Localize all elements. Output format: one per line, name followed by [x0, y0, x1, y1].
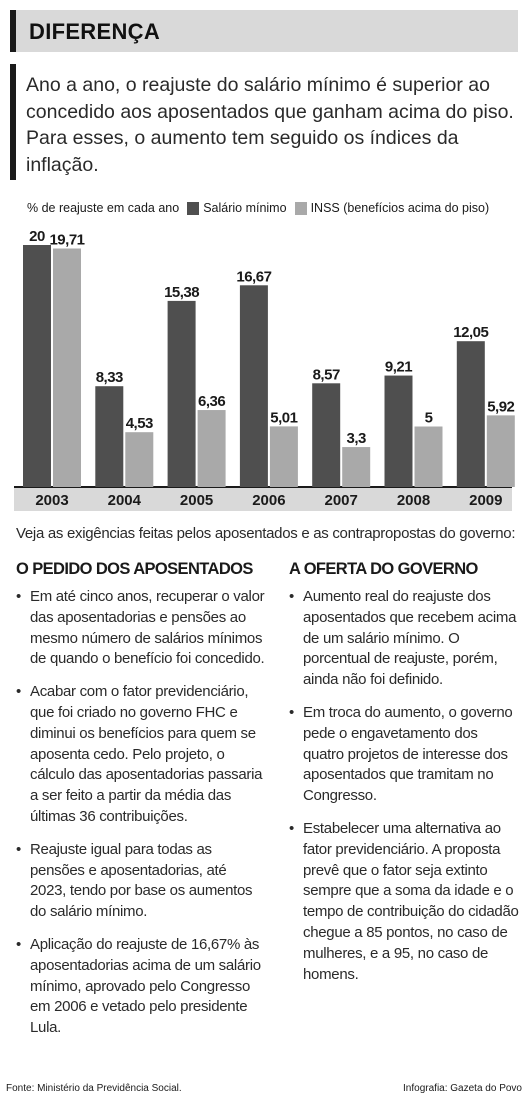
footer-credit: Infografia: Gazeta do Povo — [403, 1083, 522, 1094]
data-label-inss: 5 — [425, 410, 433, 427]
data-label-inss: 5,01 — [270, 409, 297, 426]
left-list-item: • Em até cinco anos, recuperar o valor da… — [16, 587, 266, 670]
right-list-item-text: Estabelecer uma alternativa ao fator pre… — [303, 819, 519, 983]
bar-inss — [125, 432, 154, 487]
legend-item-salario: Salário mínimo — [203, 201, 287, 215]
legend-swatch-inss — [294, 201, 307, 215]
data-label-salario-minimo: 9,21 — [385, 359, 412, 376]
bar-salario-minimo — [384, 375, 413, 487]
chart-legend: % de reajuste em cada ano Salário mínimo… — [27, 201, 489, 215]
right-column: A oferta do governo • Aumento real do rea… — [289, 560, 521, 997]
legend-label: % de reajuste em cada ano — [27, 201, 180, 215]
bar-inss — [486, 415, 515, 487]
x-tick-label: 2006 — [252, 492, 285, 509]
data-label-salario-minimo: 20 — [29, 228, 45, 245]
left-list-item: • Reajuste igual para todas as pensões e … — [16, 840, 266, 923]
bar-salario-minimo — [167, 300, 196, 487]
bar-inss — [342, 447, 371, 487]
x-tick-label: 2003 — [35, 492, 68, 509]
data-label-salario-minimo: 15,38 — [164, 284, 199, 301]
bullet-icon: • — [16, 683, 21, 701]
data-label-salario-minimo: 8,33 — [96, 369, 123, 386]
left-column-heading: O pedido dos aposentados — [16, 560, 253, 578]
x-tick-label: 2008 — [397, 492, 430, 509]
bullet-icon: • — [289, 588, 294, 605]
data-label-salario-minimo: 16,67 — [236, 268, 271, 285]
data-label-inss: 6,36 — [198, 393, 225, 410]
left-column: O pedido dos aposentados • Em até cinco a… — [16, 560, 266, 1051]
bar-salario-minimo — [95, 386, 124, 487]
left-list: • Em até cinco anos, recuperar o valor da… — [16, 587, 266, 1039]
bullet-icon: • — [289, 819, 294, 837]
bullet-icon: • — [16, 935, 21, 953]
bullet-icon: • — [16, 588, 21, 605]
left-list-item-text: Reajuste igual para todas as pensões e a… — [30, 840, 253, 921]
intro-text: Ano a ano, o reajuste do salário mínimo … — [26, 74, 514, 176]
right-column-heading: A oferta do governo — [289, 560, 478, 578]
bar-inss — [269, 426, 298, 487]
left-list-item-text: Em até cinco anos, recuperar o valor das… — [30, 588, 265, 668]
right-list-item: • Aumento real do reajuste dos aposentado… — [289, 587, 521, 691]
left-list-item-text: Aplicação do reajuste de 16,67% às apose… — [30, 935, 261, 1037]
right-list-item: • Estabelecer uma alternativa ao fator pr… — [289, 819, 521, 985]
data-label-salario-minimo: 12,05 — [453, 324, 488, 341]
lead-text: Veja as exigências feitas pelos aposenta… — [16, 525, 516, 542]
data-label-inss: 3,3 — [347, 430, 367, 447]
bar-inss — [414, 426, 443, 487]
left-list-item: • Aplicação do reajuste de 16,67% às apos… — [16, 935, 266, 1039]
bar-salario-minimo — [239, 285, 268, 487]
header-bar: DIFERENÇA — [10, 10, 518, 52]
right-list-item-text: Aumento real do reajuste dos aposentados… — [303, 588, 517, 689]
x-tick-label: 2004 — [108, 492, 142, 509]
bar-salario-minimo — [23, 245, 51, 487]
left-list-item-text: Acabar com o fator previdenciário, que f… — [30, 683, 263, 825]
x-tick-label: 2007 — [325, 492, 358, 509]
data-label-salario-minimo: 8,57 — [313, 366, 340, 383]
left-list-item: • Acabar com o fator previdenciário, que … — [16, 682, 266, 828]
footer-source: Fonte: Ministério da Previdência Social. — [6, 1083, 182, 1094]
data-label-inss: 5,92 — [487, 398, 514, 415]
page-title: DIFERENÇA — [29, 19, 161, 44]
right-list: • Aumento real do reajuste dos aposentado… — [289, 587, 521, 985]
bar-chart: 20 19,71 2003 8,33 4,53 2004 15,38 6,36 2005 16,6… — [14, 228, 515, 511]
x-tick-label: 2005 — [180, 492, 213, 509]
legend-swatch-salario — [187, 201, 200, 215]
legend-item-inss: INSS (benefícios acima do piso) — [310, 201, 490, 215]
x-axis-band — [14, 487, 512, 511]
bar-salario-minimo — [312, 383, 341, 487]
intro-accent-bar — [10, 64, 16, 180]
x-tick-label: 2009 — [469, 492, 502, 509]
data-label-inss: 19,71 — [49, 232, 84, 249]
bar-salario-minimo — [456, 341, 485, 487]
data-label-inss: 4,53 — [126, 415, 153, 432]
bar-inss — [53, 248, 81, 487]
bullet-icon: • — [16, 840, 21, 858]
bar-inss — [197, 410, 226, 487]
bullet-icon: • — [289, 703, 294, 721]
right-list-item-text: Em troca do aumento, o governo pede o en… — [303, 703, 513, 805]
right-list-item: • Em troca do aumento, o governo pede o e… — [289, 703, 521, 807]
